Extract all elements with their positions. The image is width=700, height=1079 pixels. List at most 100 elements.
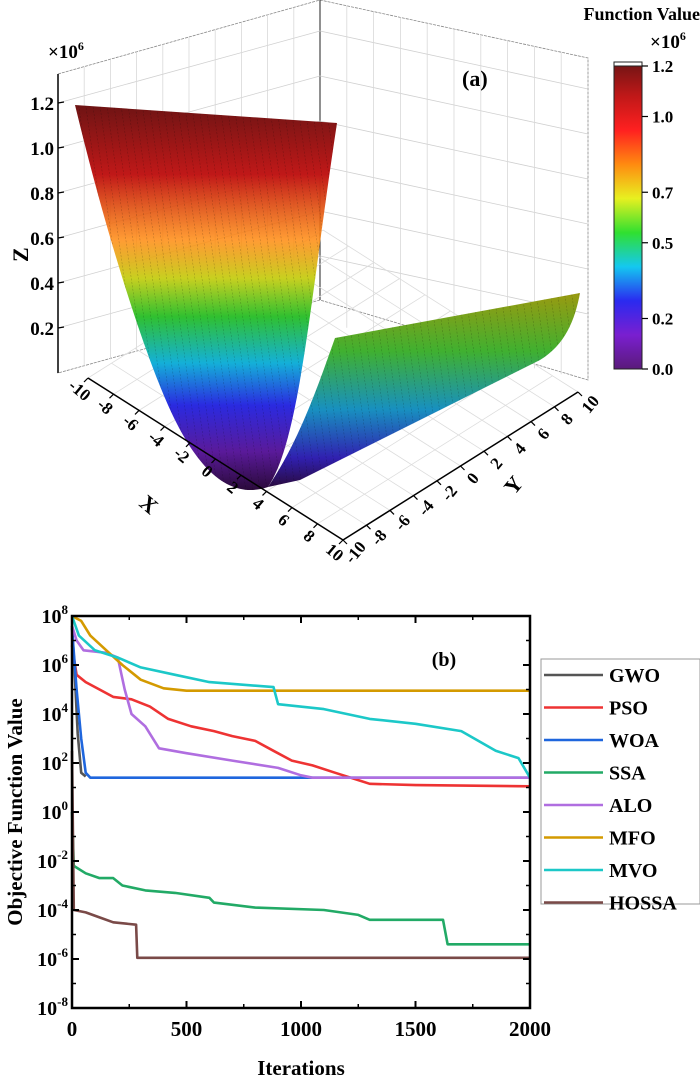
legend-label-mvo: MVO (609, 860, 657, 882)
series-line-alo (70, 625, 530, 779)
x-tick-label: 6 (274, 510, 293, 530)
y-tick-label: -4 (414, 496, 438, 519)
legend-label-alo: ALO (609, 795, 652, 817)
z-tick (57, 281, 65, 284)
y-tick-label: -2 (438, 482, 462, 505)
x-tick-label: -4 (145, 427, 168, 451)
x-tick (185, 442, 191, 448)
series-line-hossa (70, 750, 530, 960)
legend-box (540, 658, 700, 905)
legend-label-pso: PSO (609, 698, 648, 720)
y-tick (366, 524, 371, 530)
y-tick-label: 106 (42, 651, 69, 677)
y-tick (389, 509, 395, 515)
z-tick (57, 146, 65, 149)
y-tick-label: 8 (557, 410, 577, 429)
y-tick (436, 480, 442, 486)
x-tick-label: -8 (94, 395, 117, 419)
x-tick (262, 490, 267, 496)
colorbar: Function Value ×106 0.0 0.2 0.5 0.7 1.0 1.2 (583, 4, 700, 379)
legend-label-gwo: GWO (609, 665, 660, 687)
y-tick (483, 450, 489, 456)
z-tick-label: 0.2 (30, 319, 54, 340)
z-tick-label: 1.2 (30, 94, 54, 115)
y-tick-label: -8 (367, 526, 391, 549)
z-axis-multiplier: ×106 (48, 39, 84, 63)
surface-right-mesh (268, 293, 580, 487)
y-tick (554, 406, 559, 412)
x-tick-label: -6 (119, 411, 142, 435)
z-axis: 0.2 0.4 0.6 0.8 1.0 1.2 ×106 Z (8, 39, 84, 373)
x-tick (236, 474, 242, 480)
colorbar-tick-label: 0.2 (652, 310, 673, 329)
x-tick-label: -10 (65, 376, 95, 405)
series-line-mfo (71, 614, 530, 692)
colorbar-bar (613, 61, 643, 370)
x-tick (338, 539, 344, 545)
y-tick-label: 102 (42, 749, 69, 775)
panel-label-a: (a) (462, 66, 488, 91)
x-tick (134, 409, 140, 415)
colorbar-tick-label: 0.7 (652, 183, 674, 202)
x-tick (313, 523, 318, 529)
x-tick-label: 0 (67, 1017, 78, 1041)
y-tick (577, 391, 583, 397)
z-tick (57, 191, 65, 194)
series-line-woa (70, 628, 530, 779)
legend-label-woa: WOA (609, 730, 660, 752)
y-tick-label: 104 (42, 700, 69, 726)
x-tick-label: 8 (300, 526, 319, 546)
x-axis-label: Iterations (257, 1056, 345, 1079)
x-tick (211, 458, 216, 464)
y-tick-label: 10-8 (37, 994, 68, 1020)
y-tick-label: 2 (486, 454, 506, 473)
x-tick (109, 393, 114, 399)
z-tick-label: 0.8 (30, 184, 54, 205)
z-tick-label: 1.0 (30, 139, 54, 160)
legend: GWO PSO WOA SSA ALO MFO MVO HOSSA (540, 658, 700, 915)
x-tick-label: 500 (171, 1017, 203, 1041)
x-tick (287, 507, 293, 513)
y-tick (460, 465, 465, 471)
x-tick-label: -2 (170, 443, 193, 467)
legend-label-ssa: SSA (609, 763, 646, 785)
y-tick-label: 100 (42, 798, 69, 824)
y-tick (413, 495, 418, 501)
surface-left-mesh (75, 105, 337, 491)
y-ticks: 108 106 104 102 100 10-2 10-4 10-6 10-8 (37, 602, 530, 1020)
y-tick-label: 0 (463, 469, 483, 488)
plot-frame (70, 614, 532, 1010)
z-tick-label: 0.6 (30, 229, 54, 250)
y-tick-label: -6 (391, 511, 415, 534)
legend-label-hossa: HOSSA (609, 893, 677, 915)
z-tick (57, 101, 65, 104)
series-line-ssa (70, 811, 530, 946)
z-tick (57, 326, 65, 329)
colorbar-title: Function Value (583, 4, 700, 24)
y-tick-label: 108 (42, 602, 69, 628)
x-tick (83, 377, 89, 383)
convergence-chart: 108 106 104 102 100 10-2 10-4 10-6 10-8 0 500 1000… (3, 602, 700, 1079)
y-axis-label: Y (499, 471, 528, 499)
y-tick (530, 421, 536, 427)
y-tick (507, 435, 512, 441)
y-tick-label: 10-6 (37, 945, 68, 971)
x-axis-label: X (135, 490, 163, 519)
y-tick-label: 10-2 (37, 847, 68, 873)
colorbar-tick-label: 1.2 (652, 57, 673, 76)
x-tick-label: 2000 (509, 1017, 551, 1041)
z-tick-label: 0.4 (30, 274, 54, 295)
z-tick (57, 236, 65, 239)
y-tick (342, 539, 348, 545)
x-tick-label: 4 (249, 494, 268, 514)
colorbar-multiplier: ×106 (650, 29, 686, 53)
y-tick-label: 4 (510, 439, 530, 458)
x-ticks: 0 500 1000 1500 2000 (67, 616, 551, 1041)
colorbar-tick-label: 0.5 (652, 234, 673, 253)
y-tick-label: 10-4 (37, 896, 68, 922)
x-tick-label: 1500 (395, 1017, 437, 1041)
colorbar-tick-label: 0.0 (652, 360, 673, 379)
colorbar-tick-label: 1.0 (652, 108, 673, 127)
surface-chart: 0.20.40.60.81.01.2 ×106 Z -10-8-6-4-2024… (8, 0, 700, 567)
surface (75, 105, 580, 491)
